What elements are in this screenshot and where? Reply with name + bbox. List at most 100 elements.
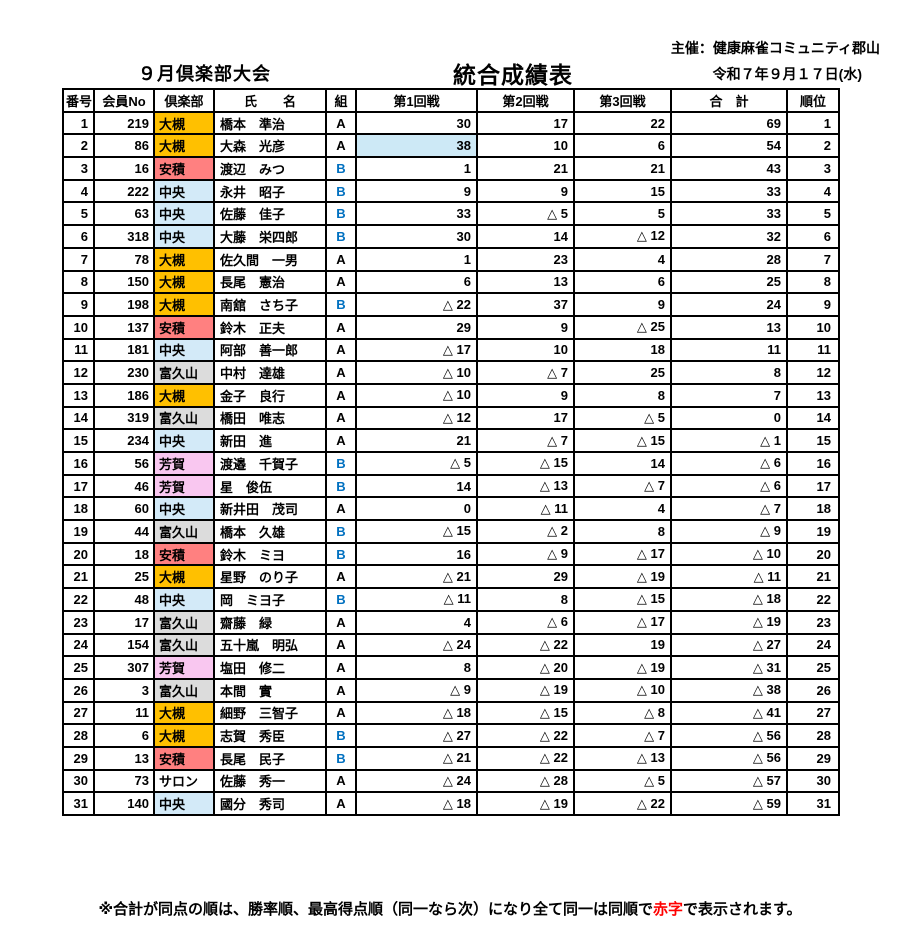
rank-cell: 21 — [786, 564, 840, 590]
total-score-cell: △ 18 — [670, 587, 788, 612]
group-cell: A — [325, 314, 357, 340]
club-cell: 富久山 — [153, 405, 215, 431]
player-name-cell: 鈴木 正夫 — [213, 314, 327, 340]
event-date: 令和７年９月１７日(水) — [712, 66, 862, 82]
table-row: 4 222 中央 永井 昭子 B 9 9 15 33 4 — [62, 178, 840, 204]
round1-score-cell: △ 18 — [355, 791, 478, 816]
table-row: 28 6 大槻 志賀 秀臣 B △ 27 △ 22 △ 7 △ 56 28 — [62, 723, 840, 748]
member-no-cell: 154 — [93, 632, 155, 658]
club-cell: 中央 — [153, 337, 215, 363]
player-name-cell: 永井 昭子 — [213, 178, 327, 204]
round3-score-cell: 5 — [573, 201, 672, 227]
group-cell: B — [325, 745, 357, 771]
rank-cell: 31 — [786, 791, 840, 816]
club-cell: 中央 — [153, 587, 215, 612]
player-name-cell: 渡辺 みつ — [213, 156, 327, 181]
round3-score-cell: 4 — [573, 246, 672, 272]
member-no-cell: 6 — [93, 723, 155, 748]
row-number-cell: 6 — [62, 224, 95, 249]
total-score-cell: △ 41 — [670, 700, 788, 726]
club-cell: 富久山 — [153, 632, 215, 658]
group-cell: B — [325, 451, 357, 476]
organizer-line: 主催：健康麻雀コミュニティ郡山 — [670, 40, 880, 56]
table-row: 17 46 芳賀星 俊伍 B 14 △ 13 △ 7 △ 6 17 — [62, 473, 840, 499]
round2-score-cell: 9 — [476, 382, 575, 408]
round2-score-cell: △ 5 — [476, 201, 575, 227]
group-cell: B — [325, 541, 357, 567]
round3-score-cell: △ 22 — [573, 791, 672, 816]
table-row: 5 63 中央 佐藤 佳子 B 33 △ 5 5 33 5 — [62, 201, 840, 227]
member-no-cell: 44 — [93, 519, 155, 544]
rank-cell: 12 — [786, 360, 840, 385]
club-cell: 大槻 — [153, 700, 215, 726]
round2-score-cell: △ 28 — [476, 768, 575, 794]
round3-score-cell: △ 25 — [573, 314, 672, 340]
total-score-cell: 24 — [670, 292, 788, 317]
club-cell: 大槻 — [153, 292, 215, 317]
round3-score-cell: 19 — [573, 632, 672, 658]
row-number-cell: 20 — [62, 541, 95, 567]
rank-cell: 7 — [786, 246, 840, 272]
round3-score-cell: △ 12 — [573, 224, 672, 249]
player-name-cell: 渡邉 千賀子 — [213, 451, 327, 476]
round2-score-cell: △ 6 — [476, 609, 575, 635]
group-cell: A — [325, 632, 357, 658]
col-header-club: 倶楽部 — [153, 88, 215, 113]
table-row: 3 16 安積 渡辺 みつ B 1 21 21 43 3 — [62, 156, 840, 181]
player-name-cell: 橋本 準治 — [213, 110, 327, 136]
club-cell: 富久山 — [153, 519, 215, 544]
player-name-cell: 長尾 憲治 — [213, 269, 327, 295]
rank-cell: 14 — [786, 405, 840, 431]
round2-score-cell: △ 22 — [476, 723, 575, 748]
group-cell: B — [325, 178, 357, 204]
row-number-cell: 26 — [62, 677, 95, 703]
rank-cell: 8 — [786, 269, 840, 295]
row-number-cell: 10 — [62, 314, 95, 340]
club-cell: 中央 — [153, 791, 215, 816]
table-row: 8 150 大槻 長尾 憲治 A 6 13 6 25 8 — [62, 269, 840, 295]
round1-score-cell: △ 22 — [355, 292, 478, 317]
member-no-cell: 219 — [93, 110, 155, 136]
club-cell: 富久山 — [153, 360, 215, 385]
group-cell: A — [325, 700, 357, 726]
group-cell: B — [325, 723, 357, 748]
group-cell: B — [325, 201, 357, 227]
row-number-cell: 19 — [62, 519, 95, 544]
table-row: 19 44 富久山 橋本 久雄 B △ 15 △ 2 8 △ 9 19 — [62, 519, 840, 544]
club-cell: 中央 — [153, 201, 215, 227]
round1-score-cell: △ 10 — [355, 360, 478, 385]
round1-score-cell: △ 21 — [355, 564, 478, 590]
rank-cell: 2 — [786, 133, 840, 159]
round1-score-cell: △ 11 — [355, 587, 478, 612]
row-number-cell: 29 — [62, 745, 95, 771]
total-score-cell: 69 — [670, 110, 788, 136]
member-no-cell: 186 — [93, 382, 155, 408]
player-name-cell: 星野 のり子 — [213, 564, 327, 590]
round2-score-cell: △ 19 — [476, 791, 575, 816]
round1-score-cell: 29 — [355, 314, 478, 340]
row-number-cell: 27 — [62, 700, 95, 726]
rank-cell: 28 — [786, 723, 840, 748]
group-cell: B — [325, 224, 357, 249]
row-number-cell: 4 — [62, 178, 95, 204]
header-row: 番号 会員No 倶楽部 氏 名 組 第1回戦 第2回戦 第3回戦 合 計 順位 — [62, 88, 840, 113]
round1-score-cell: △ 15 — [355, 519, 478, 544]
group-cell: A — [325, 428, 357, 453]
total-score-cell: 25 — [670, 269, 788, 295]
total-score-cell: △ 9 — [670, 519, 788, 544]
table-row: 6 318 中央 大藤 栄四郎 B 30 14 △ 12 32 6 — [62, 224, 840, 249]
round3-score-cell: △ 19 — [573, 655, 672, 680]
club-cell: 安積 — [153, 745, 215, 771]
club-cell: 中央 — [153, 224, 215, 249]
table-row: 1 219 大槻 橋本 準治 A 30 17 22 69 1 — [62, 110, 840, 136]
table-row: 24 154 富久山 五十嵐 明弘 A △ 24 △ 22 19 △ 27 24 — [62, 632, 840, 658]
table-row: 31 140 中央 國分 秀司 A △ 18 △ 19 △ 22 △ 59 31 — [62, 791, 840, 816]
row-number-cell: 16 — [62, 451, 95, 476]
player-name-cell: 新井田 茂司 — [213, 496, 327, 522]
rank-cell: 3 — [786, 156, 840, 181]
row-number-cell: 22 — [62, 587, 95, 612]
rank-cell: 20 — [786, 541, 840, 567]
table-row: 16 56 芳賀 渡邉 千賀子 B △ 5 △ 15 14 △ 6 16 — [62, 451, 840, 476]
row-number-cell: 5 — [62, 201, 95, 227]
round2-score-cell: 23 — [476, 246, 575, 272]
